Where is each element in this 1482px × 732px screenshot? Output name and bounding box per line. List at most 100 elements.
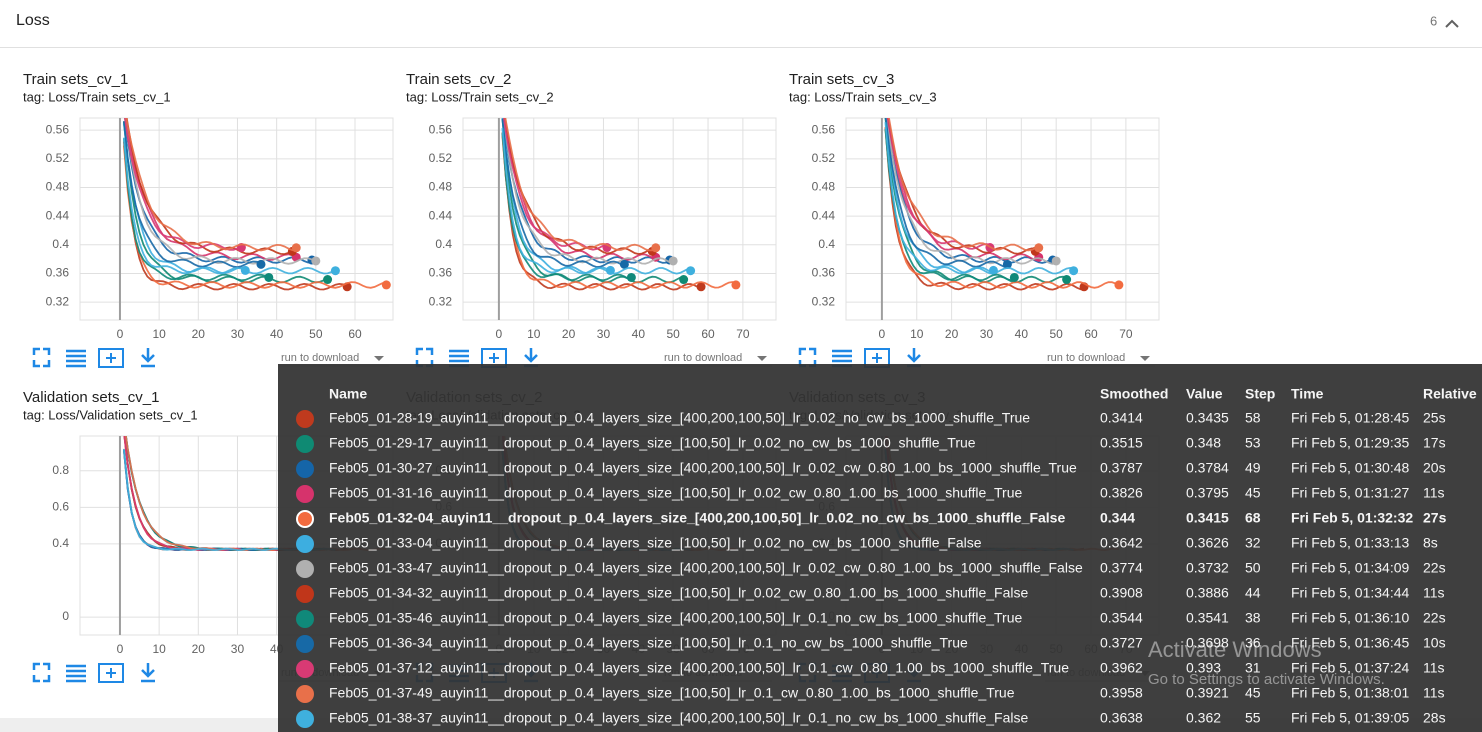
run-curve [504,118,653,255]
y-tick-label: 0.44 [812,208,836,222]
tooltip-smoothed: 0.3787 [1100,460,1143,476]
x-tick-label: 60 [1084,327,1098,341]
y-tick-label: 0.52 [46,151,70,165]
run-endpoint [1002,259,1012,269]
run-curve [501,133,632,282]
run-swatch [296,710,314,728]
y-tick-label: 0 [62,609,69,623]
tooltip-relative: 22s [1423,560,1446,576]
run-endpoint [381,280,391,290]
data-icon[interactable] [66,349,86,368]
y-tick-label: 0.48 [46,180,70,194]
tooltip-step: 50 [1245,560,1261,576]
y-tick-label: 0.4 [52,237,69,251]
tooltip-value: 0.3541 [1186,610,1229,626]
collapse-chevron[interactable] [1445,19,1459,28]
download-select[interactable]: run to download [281,352,359,364]
x-tick-label: 0 [117,642,124,656]
fullscreen-icon[interactable] [415,347,434,368]
fullscreen-icon[interactable] [32,662,51,683]
plot-lines [501,118,741,292]
tooltip-time: Fri Feb 5, 01:28:45 [1291,410,1410,426]
run-curve [884,118,1008,269]
run-curve [884,127,1085,291]
fit-icon-inner [872,353,882,363]
run-endpoint [256,259,266,269]
run-curve [888,118,1040,252]
chart-title: Train sets_cv_2 [406,71,511,88]
tooltip-value: 0.3626 [1186,535,1229,551]
x-tick-label: 10 [152,642,166,656]
download-icon[interactable] [141,663,155,683]
chart-title: Train sets_cv_1 [23,71,128,88]
tooltip-bg [278,364,1482,732]
run-endpoint [626,272,636,282]
x-tick-label: 20 [562,327,576,341]
fullscreen-icon[interactable] [32,347,51,368]
watermark-title: Activate Windows [1148,637,1322,662]
tooltip-time: Fri Feb 5, 01:36:10 [1291,610,1410,626]
data-icon[interactable] [66,664,86,683]
tooltip-time: Fri Feb 5, 01:36:45 [1291,635,1410,651]
run-endpoint [1062,275,1072,285]
tooltip-time: Fri Feb 5, 01:38:01 [1291,685,1410,701]
download-select[interactable]: run to download [1047,352,1125,364]
tooltip-value: 0.3435 [1186,410,1229,426]
data-icon[interactable] [832,349,852,368]
tooltip-smoothed: 0.344 [1100,510,1135,526]
run-curve [885,118,1054,264]
run-curve [501,118,625,268]
run-curve [886,118,991,250]
x-tick-label: 40 [632,327,646,341]
y-tick-label: 0.32 [429,294,453,308]
tooltip-time: Fri Feb 5, 01:30:48 [1291,460,1410,476]
run-curve [125,118,297,252]
tooltip-time: Fri Feb 5, 01:32:32 [1291,510,1413,526]
download-icon[interactable] [141,348,155,368]
y-tick-label: 0.4 [818,237,835,251]
tooltip-time: Fri Feb 5, 01:31:27 [1291,485,1410,501]
y-tick-label: 0.36 [46,266,70,280]
run-curve [124,118,317,265]
run-curve [884,122,1074,275]
tooltip-relative: 11s [1423,585,1445,601]
tooltip-header: Value [1186,386,1223,402]
y-tick-label: 0.56 [46,122,70,136]
x-tick-label: 20 [192,327,206,341]
tooltip-relative: 17s [1423,435,1446,451]
tooltip-step: 45 [1245,485,1261,501]
tooltip-smoothed: 0.3958 [1100,685,1143,701]
chart-toolbar: run to download [415,347,772,368]
tooltip-name: Feb05_01-33-04_auyin11__dropout_p_0.4_la… [329,535,982,551]
run-endpoint [668,256,678,266]
select-arrow [1140,356,1150,361]
tooltip-smoothed: 0.3774 [1100,560,1143,576]
fit-icon[interactable] [98,348,124,368]
tooltip-step: 68 [1245,510,1261,526]
data-icon[interactable] [449,349,469,368]
chart-title: Train sets_cv_3 [789,71,894,88]
tooltip-smoothed: 0.3727 [1100,635,1143,651]
tooltip-name: Feb05_01-31-16_auyin11__dropout_p_0.4_la… [329,485,1022,501]
x-tick-label: 10 [527,327,541,341]
fit-icon-inner [489,353,499,363]
download-select[interactable]: run to download [664,352,742,364]
run-endpoint [679,275,689,285]
tooltip-smoothed: 0.3962 [1100,660,1143,676]
tooltip-relative: 27s [1423,510,1447,526]
tooltip-smoothed: 0.3908 [1100,585,1143,601]
tooltip-step: 58 [1245,410,1261,426]
run-endpoint [323,275,333,285]
run-curve [123,121,262,269]
x-tick-label: 50 [666,327,680,341]
fullscreen-icon[interactable] [798,347,817,368]
tooltip-value: 0.3732 [1186,560,1229,576]
tooltip-step: 36 [1245,635,1261,651]
tooltip-step: 53 [1245,435,1261,451]
tooltip-name: Feb05_01-35-46_auyin11__dropout_p_0.4_la… [329,610,1022,626]
tooltip-time: Fri Feb 5, 01:29:35 [1291,435,1410,451]
y-tick-label: 0.48 [429,180,453,194]
chart-tag: tag: Loss/Train sets_cv_3 [789,89,937,104]
run-endpoint [1009,272,1019,282]
fit-icon[interactable] [98,663,124,683]
